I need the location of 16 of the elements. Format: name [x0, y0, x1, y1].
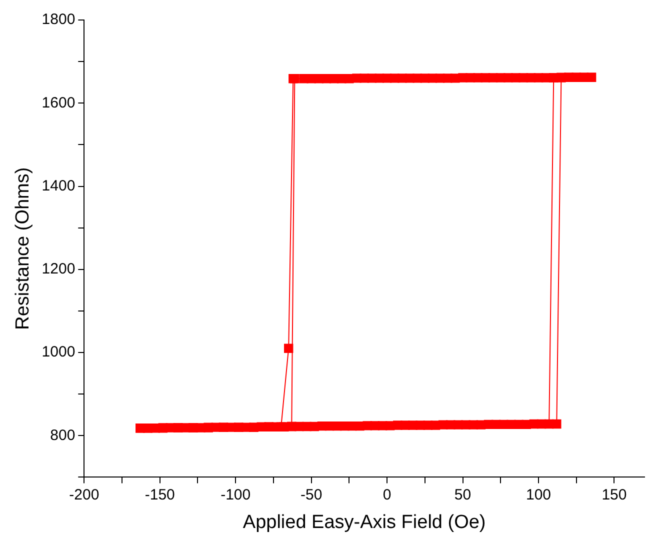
x-tick-label: -100	[220, 486, 251, 504]
y-tick-label: 1800	[42, 11, 76, 28]
x-tick-label: -200	[69, 486, 100, 504]
x-axis-title: Applied Easy-Axis Field (Oe)	[242, 512, 486, 533]
y-tick-label: 1600	[42, 94, 76, 112]
x-tick-label: 150	[602, 486, 627, 504]
x-tick-label: 0	[382, 486, 392, 504]
y-tick-label: 1000	[42, 344, 76, 361]
y-tick-label: 1200	[42, 260, 76, 278]
x-tick-label: 100	[526, 486, 552, 504]
y-tick-label: 800	[50, 426, 76, 444]
x-tick-label: -150	[144, 486, 175, 504]
y-axis-title: Resistance (Ohms)	[12, 167, 34, 330]
y-tick-label: 1400	[42, 177, 76, 194]
x-tick-label: -50	[300, 486, 322, 504]
x-tick-label: 50	[454, 486, 472, 504]
